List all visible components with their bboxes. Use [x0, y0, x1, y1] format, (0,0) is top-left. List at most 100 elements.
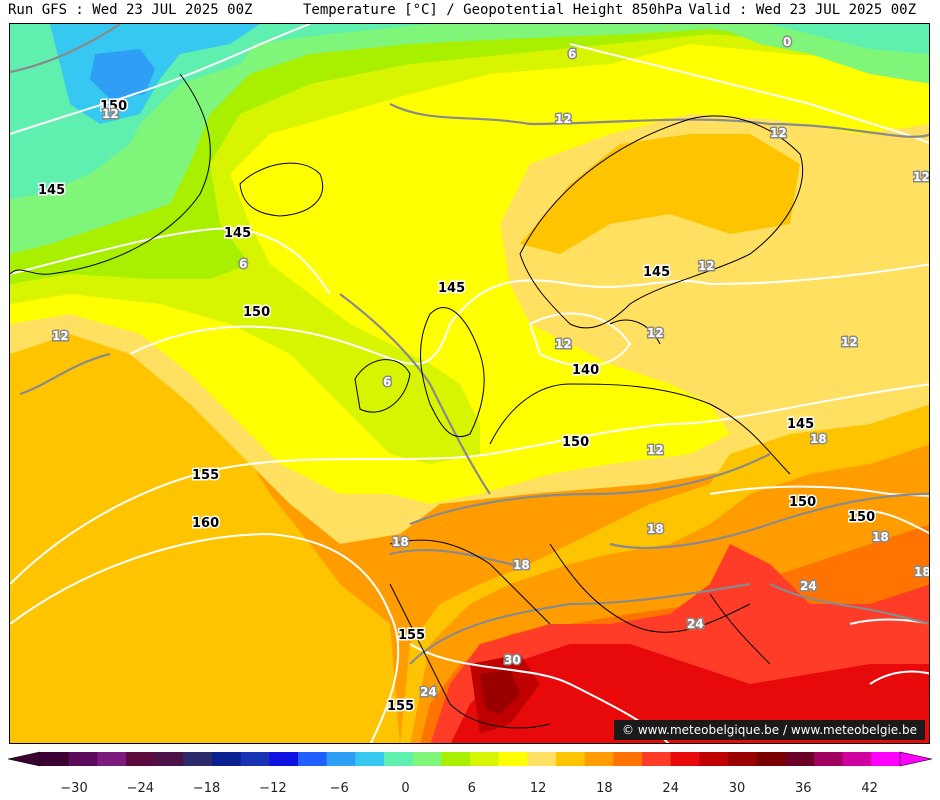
temp-label: 6 — [239, 257, 247, 271]
temp-label: 18 — [810, 432, 827, 446]
height-label: 150 — [243, 305, 270, 320]
colorbar-cell — [240, 752, 270, 766]
temp-label: 6 — [568, 47, 576, 61]
height-labels: 150 145 145 150 145 145 140 150 145 150 … — [37, 98, 877, 716]
height-label: 160 — [192, 516, 219, 531]
temp-label: 12 — [913, 170, 930, 184]
colorbar-cell — [527, 752, 557, 766]
colorbar-tick-label: 30 — [729, 781, 746, 796]
colorbar-cell — [68, 752, 98, 766]
colorbar-tick-label: −18 — [193, 781, 220, 796]
colorbar-cell — [269, 752, 299, 766]
colorbar-cell — [699, 752, 729, 766]
temp-label: 24 — [800, 579, 817, 593]
temp-label: 24 — [687, 617, 704, 631]
height-label: 140 — [572, 363, 599, 378]
colorbar-cell — [384, 752, 414, 766]
height-label: 155 — [398, 628, 425, 643]
colorbar-tick-label: −24 — [127, 781, 154, 796]
colorbar-tick-label: 0 — [401, 781, 409, 796]
temp-label: 18 — [513, 558, 530, 572]
colorbar-cell — [756, 752, 786, 766]
height-label: 145 — [643, 265, 670, 280]
temp-fill-30 — [450, 644, 929, 743]
temp-label: 12 — [770, 126, 787, 140]
temp-label: 24 — [420, 685, 437, 699]
temp-fill-arctic-ne2 — [770, 24, 929, 54]
colorbar-cell — [126, 752, 156, 766]
temp-label: 12 — [647, 443, 664, 457]
height-label: 145 — [438, 281, 465, 296]
temp-label: 18 — [392, 535, 409, 549]
temp-isotherms — [10, 24, 929, 665]
colorbar-cell — [584, 752, 614, 766]
colorbar-tick-label: −6 — [330, 781, 349, 796]
coastlines — [10, 73, 804, 729]
colorbar-cell — [298, 752, 328, 766]
colorbar-tick-label: −30 — [60, 781, 87, 796]
colorbar-arrow-right — [899, 751, 933, 767]
colorbar-tick-label: 24 — [662, 781, 679, 796]
colorbar-cell — [670, 752, 700, 766]
temp-label: 18 — [647, 522, 664, 536]
colorbar-tick-label: −12 — [259, 781, 286, 796]
colorbar-cell — [556, 752, 586, 766]
colorbar-cells — [7, 751, 933, 767]
colorbar: −30 −24 −18 −12 −6 0 6 12 18 24 30 36 42 — [7, 751, 933, 796]
colorbar-cell — [441, 752, 471, 766]
colorbar-cell — [40, 752, 70, 766]
temp-label: 6 — [383, 375, 391, 389]
map-title: Temperature [°C] / Geopotential Height 8… — [303, 2, 683, 18]
colorbar-cell — [871, 752, 901, 766]
colorbar-cell — [728, 752, 758, 766]
colorbar-tick-label: 42 — [861, 781, 878, 796]
temp-fill-3 — [10, 24, 929, 254]
colorbar-cell — [183, 752, 213, 766]
colorbar-cell — [355, 752, 385, 766]
valid-time: Valid : Wed 23 JUL 2025 00Z — [688, 2, 916, 18]
height-label: 150 — [848, 510, 875, 525]
colorbar-cell — [498, 752, 528, 766]
run-info: Run GFS : Wed 23 JUL 2025 00Z — [8, 2, 253, 18]
map-canvas: 150 145 145 150 145 145 140 150 145 150 … — [10, 24, 930, 743]
temp-label: 12 — [555, 337, 572, 351]
colorbar-cell — [97, 752, 127, 766]
colorbar-cell — [613, 752, 643, 766]
colorbar-cell — [326, 752, 356, 766]
height-contours — [10, 24, 929, 743]
temp-label: 0 — [783, 35, 791, 49]
colorbar-tick-label: 12 — [530, 781, 547, 796]
temperature-labels: 0 6 12 12 12 12 12 6 12 12 12 12 6 18 18… — [51, 34, 930, 701]
colorbar-cell — [814, 752, 844, 766]
colorbar-ticks: −30 −24 −18 −12 −6 0 6 12 18 24 30 36 42 — [60, 781, 878, 796]
weather-map: 150 145 145 150 145 145 140 150 145 150 … — [9, 23, 930, 744]
temp-fill-33b — [480, 669, 520, 714]
height-label: 145 — [38, 183, 65, 198]
temp-label: 12 — [52, 329, 69, 343]
temp-label: 12 — [647, 326, 664, 340]
temp-label: 30 — [504, 653, 521, 667]
colorbar-tick-label: 18 — [596, 781, 613, 796]
temp-label: 18 — [872, 530, 889, 544]
credit-banner: © www.meteobelgique.be / www.meteobelgie… — [614, 720, 925, 740]
height-label: 145 — [787, 417, 814, 432]
colorbar-cell — [642, 752, 672, 766]
colorbar-cell — [842, 752, 872, 766]
colorbar-cell — [470, 752, 500, 766]
height-label: 150 — [562, 435, 589, 450]
height-label: 145 — [224, 226, 251, 241]
temp-fill-9 — [10, 24, 929, 464]
colorbar-arrow-left — [7, 751, 41, 767]
colorbar-tick-label: 6 — [468, 781, 476, 796]
temp-label: 18 — [914, 565, 930, 579]
colorbar-cell — [212, 752, 242, 766]
height-label: 150 — [789, 495, 816, 510]
temp-fill-minus3 — [50, 24, 260, 124]
height-label: 155 — [192, 468, 219, 483]
temp-label: 12 — [102, 107, 119, 121]
temp-fill-scand-18 — [520, 134, 800, 254]
temp-label: 12 — [698, 259, 715, 273]
height-label: 155 — [387, 699, 414, 714]
height-label: 150 — [100, 99, 127, 114]
temp-label: 12 — [841, 335, 858, 349]
